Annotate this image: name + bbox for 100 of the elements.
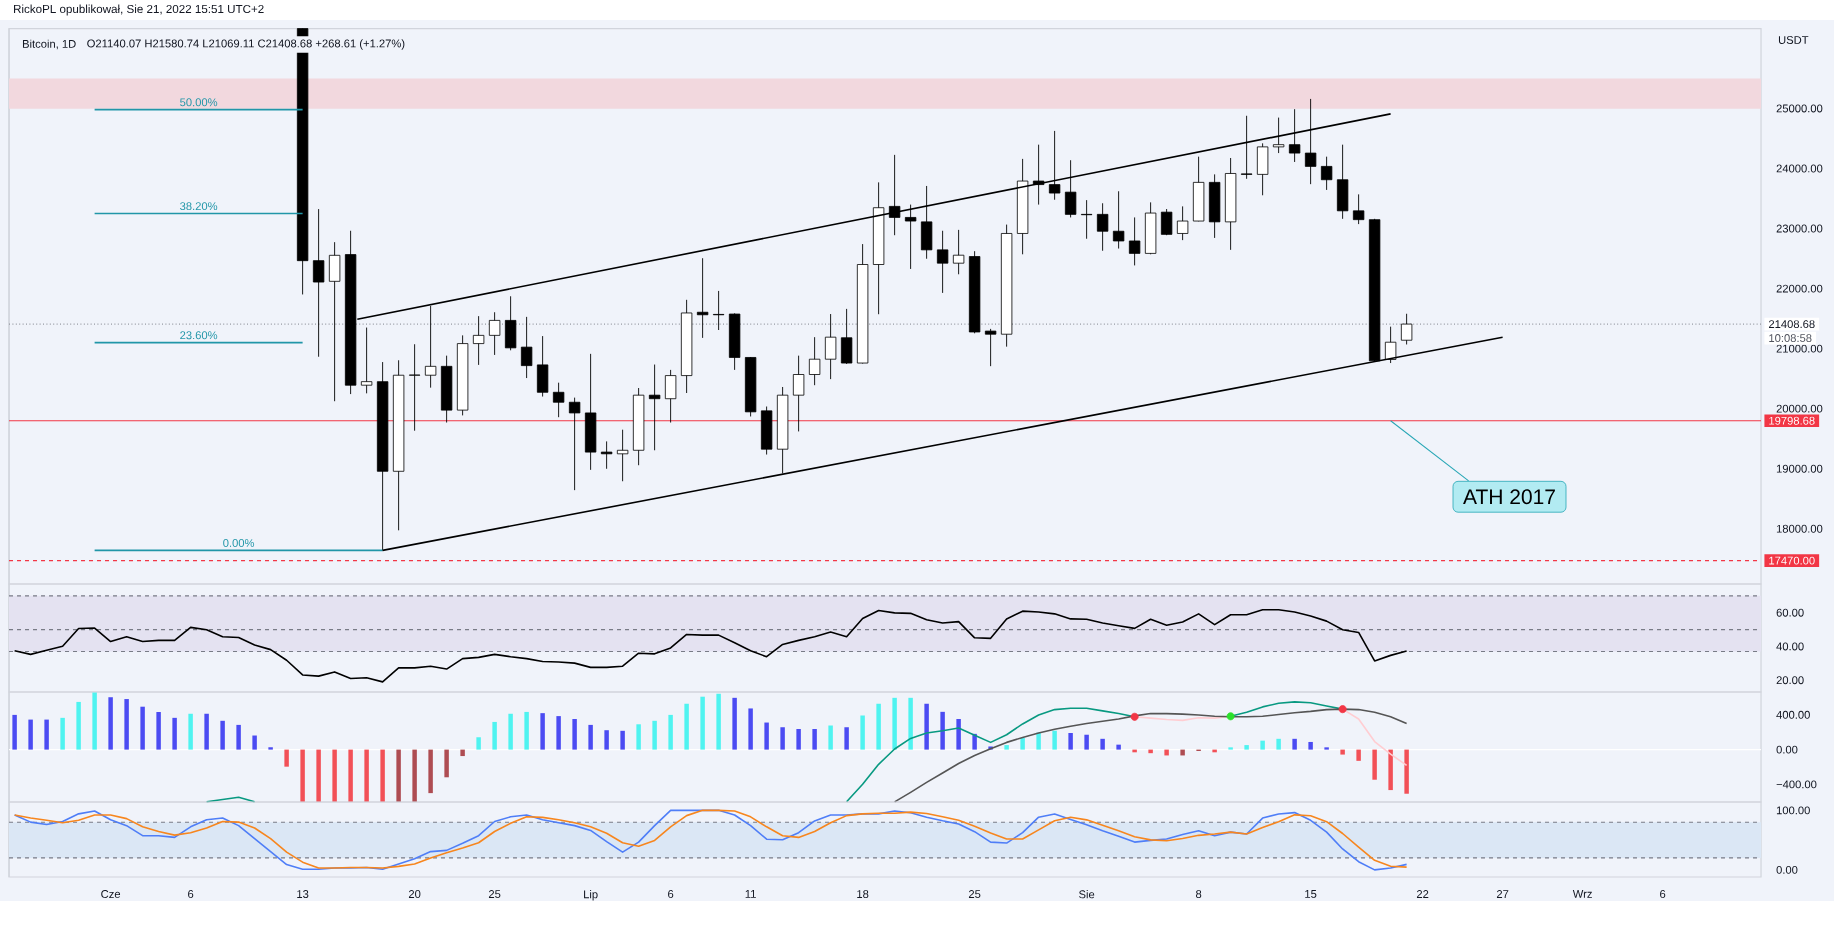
bar	[1116, 744, 1121, 750]
bar	[764, 722, 769, 750]
candlestick	[360, 327, 373, 394]
y-tick-label: 400.00	[1776, 710, 1810, 719]
bar	[140, 706, 145, 750]
candlestick	[824, 313, 837, 380]
candlestick	[888, 154, 901, 236]
bar	[508, 713, 513, 750]
ref-line-label: 19798.68	[1769, 416, 1815, 425]
bar	[268, 747, 273, 750]
candlestick	[1128, 216, 1141, 266]
text: Bitcoin, 1D	[22, 39, 76, 50]
bar	[108, 697, 113, 750]
bar	[1260, 740, 1265, 750]
bar	[556, 716, 561, 750]
bar	[252, 735, 257, 750]
bar	[1244, 745, 1249, 750]
bar	[940, 711, 945, 750]
bar	[604, 730, 609, 750]
x-tick-label: 18	[857, 890, 869, 898]
y-tick-label: 0.00	[1776, 865, 1798, 874]
bar	[716, 693, 721, 750]
bar	[588, 724, 593, 750]
y-tick-label: 22000.00	[1776, 284, 1823, 293]
x-tick-label: 13	[297, 890, 309, 898]
bar	[428, 749, 433, 794]
candlestick	[1400, 313, 1413, 345]
text: 10:08:58	[1769, 334, 1812, 342]
y-tick-label: 21000.00	[1776, 344, 1823, 353]
bar	[572, 718, 577, 750]
candlestick	[1112, 190, 1125, 249]
candlestick	[792, 355, 805, 432]
bar	[300, 749, 305, 802]
bar	[796, 728, 801, 750]
candlestick	[488, 311, 501, 356]
x-tick-label: 20	[408, 890, 421, 898]
bar	[1036, 732, 1041, 750]
bar	[380, 749, 385, 802]
candlestick	[1176, 205, 1189, 241]
y-tick-label: 60.00	[1776, 608, 1804, 617]
bar	[1148, 749, 1153, 754]
bar	[476, 737, 481, 750]
candlestick	[648, 364, 661, 451]
candlestick	[520, 316, 533, 379]
bar	[492, 721, 497, 750]
candlestick	[1272, 117, 1285, 154]
bar	[236, 724, 241, 750]
x-tick-label: Lip	[584, 890, 598, 901]
y-tick-label: 20.00	[1776, 676, 1804, 685]
bar	[60, 717, 65, 750]
bar	[172, 717, 177, 750]
y-tick-label: 40.00	[1776, 642, 1804, 651]
bar	[652, 720, 657, 750]
bar	[1308, 741, 1313, 750]
x-tick-label: Cze	[101, 890, 121, 898]
bar	[924, 703, 929, 750]
bar	[316, 749, 321, 802]
bar	[732, 697, 737, 750]
x-tick-label: 22	[1416, 890, 1429, 898]
y-tick-label: 19000.00	[1776, 464, 1823, 473]
x-tick-label: 15	[1305, 890, 1317, 898]
candlestick	[712, 290, 725, 331]
series-label: 23.60%	[180, 331, 218, 340]
bar	[1020, 737, 1025, 750]
bar	[396, 749, 401, 802]
bar	[284, 749, 289, 767]
bar	[1292, 738, 1297, 750]
bar	[620, 730, 625, 750]
bar	[364, 749, 369, 802]
candlestick	[616, 429, 629, 482]
x-tick-label: 6	[668, 890, 674, 898]
bar	[540, 713, 545, 750]
y-tick-label: 24000.00	[1776, 164, 1823, 173]
series-label: 50.00%	[180, 98, 218, 107]
y-tick-label: −400.00	[1776, 780, 1817, 789]
bar	[1228, 747, 1233, 750]
bar	[1372, 749, 1377, 780]
x-tick-label: 11	[745, 890, 756, 898]
bar	[1388, 749, 1393, 791]
y-tick-label: 23000.00	[1776, 224, 1823, 233]
bar	[844, 727, 849, 750]
bar	[76, 701, 81, 750]
bar	[700, 696, 705, 750]
bar	[860, 715, 865, 750]
candlestick	[808, 336, 821, 386]
candlestick	[952, 229, 965, 275]
bar	[124, 699, 129, 750]
bar	[892, 697, 897, 750]
series-label: 0.00%	[223, 539, 255, 547]
bar	[1084, 734, 1089, 750]
bar	[204, 713, 209, 750]
candlestick	[1080, 199, 1093, 240]
candlestick	[568, 397, 581, 491]
y-tick-label: 0.00	[1776, 745, 1798, 754]
candlestick	[408, 343, 421, 432]
bar	[1276, 738, 1281, 750]
bar	[1340, 749, 1345, 755]
candlestick	[1160, 208, 1173, 236]
y-tick-label: 25000.00	[1776, 104, 1823, 113]
y-tick-label: 20000.00	[1776, 404, 1823, 413]
